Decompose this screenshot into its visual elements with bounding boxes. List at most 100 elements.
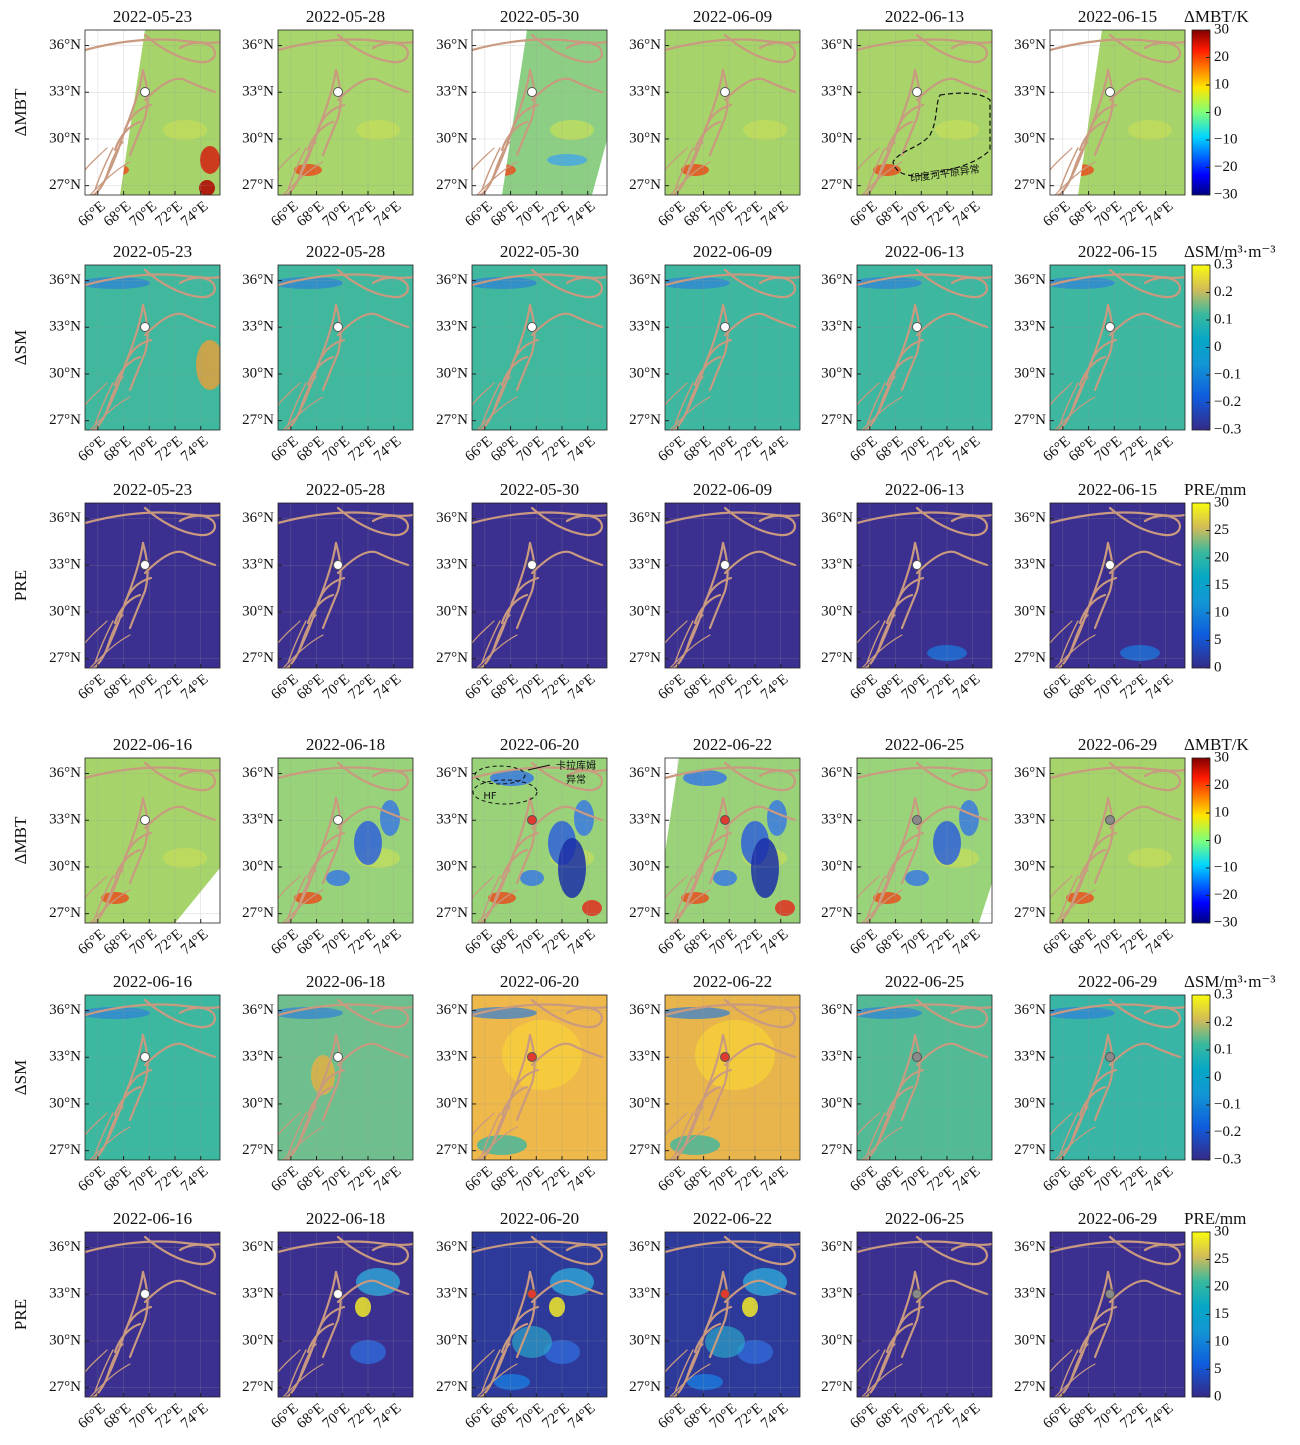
x-tick-label: 66°E: [462, 1163, 495, 1195]
x-tick-label: 70°E: [127, 1163, 160, 1195]
colorbar-tick-label: 0.2: [1214, 1014, 1233, 1030]
annotation: 异常: [566, 773, 586, 786]
y-tick-label: 27°N: [821, 1379, 853, 1395]
x-tick-label: 72°E: [152, 926, 185, 958]
x-tick-label: 72°E: [1117, 198, 1150, 230]
x-tick-label: 66°E: [462, 433, 495, 465]
x-tick-label: 70°E: [127, 671, 160, 703]
y-tick-label: 36°N: [821, 765, 853, 781]
colorbar-tick-label: 10: [1214, 604, 1229, 620]
epicenter: [721, 1053, 730, 1062]
y-tick-label: 36°N: [242, 765, 274, 781]
epicenter: [913, 1053, 922, 1062]
epicenter: [528, 1053, 537, 1062]
y-tick-label: 36°N: [436, 1239, 468, 1255]
panel-title: 2022-06-09: [693, 242, 772, 261]
x-tick-label: 66°E: [847, 926, 880, 958]
x-tick-label: 70°E: [320, 671, 353, 703]
x-tick-label: 74°E: [371, 671, 404, 703]
x-tick-label: 66°E: [75, 198, 108, 230]
x-tick-label: 66°E: [847, 198, 880, 230]
x-tick-label: 66°E: [462, 1400, 495, 1432]
y-tick-label: 33°N: [242, 319, 274, 335]
y-tick-label: 27°N: [436, 412, 468, 428]
epicenter: [1106, 88, 1115, 97]
x-tick-label: 68°E: [873, 198, 906, 230]
x-tick-label: 68°E: [294, 198, 327, 230]
epicenter: [528, 816, 537, 825]
imagery-patch: [1128, 848, 1172, 868]
panel-title: 2022-06-13: [885, 242, 964, 261]
map-imagery: [1045, 265, 1185, 430]
map-panel: 2022-05-2827°N30°N33°N36°N66°E68°E70°E72…: [242, 242, 413, 465]
y-tick-label: 33°N: [436, 557, 468, 573]
epicenter: [528, 323, 537, 332]
y-tick-label: 36°N: [436, 37, 468, 53]
colorbar-tick-label: 5: [1214, 1361, 1222, 1377]
y-tick-label: 27°N: [242, 905, 274, 921]
colorbar-tick-label: 30: [1214, 494, 1229, 510]
x-tick-label: 70°E: [127, 198, 160, 230]
imagery-patch: [574, 800, 594, 836]
x-tick-label: 70°E: [320, 1400, 353, 1432]
x-tick-label: 72°E: [1117, 1400, 1150, 1432]
x-tick-label: 66°E: [462, 671, 495, 703]
y-tick-label: 27°N: [1014, 1379, 1046, 1395]
y-tick-label: 30°N: [49, 1095, 81, 1111]
x-tick-label: 74°E: [758, 1163, 791, 1195]
y-tick-label: 33°N: [242, 1286, 274, 1302]
x-tick-label: 72°E: [345, 1400, 378, 1432]
x-tick-label: 72°E: [539, 926, 572, 958]
x-tick-label: 72°E: [152, 433, 185, 465]
x-tick-label: 70°E: [1092, 1400, 1125, 1432]
y-tick-label: 27°N: [629, 650, 661, 666]
panel-title: 2022-06-22: [693, 1209, 772, 1228]
map-panel: 2022-06-1627°N30°N33°N36°N66°E68°E70°E72…: [49, 735, 220, 958]
epicenter: [334, 323, 343, 332]
epicenter: [721, 816, 730, 825]
y-tick-label: 30°N: [1014, 858, 1046, 874]
epicenter: [141, 561, 150, 570]
y-tick-label: 36°N: [49, 272, 81, 288]
annotation: 卡拉库姆: [556, 759, 596, 772]
x-tick-label: 74°E: [371, 926, 404, 958]
map-panel: 2022-06-1827°N30°N33°N36°N66°E68°E70°E72…: [242, 735, 413, 958]
x-tick-label: 68°E: [873, 433, 906, 465]
imagery-patch: [355, 1297, 371, 1317]
x-tick-label: 72°E: [345, 926, 378, 958]
map-panel: 2022-06-2027°N30°N33°N36°N66°E68°E70°E72…: [436, 1209, 607, 1432]
x-tick-label: 68°E: [681, 433, 714, 465]
map-panel: 2022-06-0927°N30°N33°N36°N66°E68°E70°E72…: [629, 242, 800, 465]
y-tick-label: 36°N: [242, 1002, 274, 1018]
y-tick-label: 30°N: [1014, 365, 1046, 381]
row-label: ΔMBT: [11, 816, 30, 864]
x-tick-label: 66°E: [1040, 1400, 1073, 1432]
epicenter: [721, 323, 730, 332]
map-imagery: [665, 1232, 800, 1397]
x-tick-label: 66°E: [75, 926, 108, 958]
x-tick-label: 70°E: [1092, 1163, 1125, 1195]
panel-title: 2022-06-22: [693, 972, 772, 991]
colorbar-tick-label: −20: [1214, 887, 1237, 903]
imagery-patch: [905, 870, 929, 886]
map-imagery: [665, 503, 800, 668]
epicenter: [334, 1290, 343, 1299]
y-tick-label: 36°N: [821, 37, 853, 53]
map-panel: 2022-06-2927°N30°N33°N36°N66°E68°E70°E72…: [1014, 1209, 1185, 1432]
colorbar-tick-label: 0.1: [1214, 1041, 1233, 1057]
x-tick-label: 70°E: [707, 198, 740, 230]
x-tick-label: 68°E: [1066, 433, 1099, 465]
y-tick-label: 27°N: [821, 177, 853, 193]
map-imagery: [472, 758, 607, 923]
y-tick-label: 36°N: [436, 1002, 468, 1018]
x-tick-label: 70°E: [707, 1163, 740, 1195]
x-tick-label: 66°E: [268, 671, 301, 703]
y-tick-label: 27°N: [242, 177, 274, 193]
colorbar-tick-label: 25: [1214, 1251, 1229, 1267]
map-panel: 2022-06-2927°N30°N33°N36°N66°E68°E70°E72…: [1014, 735, 1185, 958]
colorbar-tick-label: 20: [1214, 49, 1229, 65]
x-tick-label: 66°E: [655, 1400, 688, 1432]
y-tick-label: 33°N: [242, 1049, 274, 1065]
y-tick-label: 33°N: [1014, 1049, 1046, 1065]
y-tick-label: 30°N: [629, 130, 661, 146]
